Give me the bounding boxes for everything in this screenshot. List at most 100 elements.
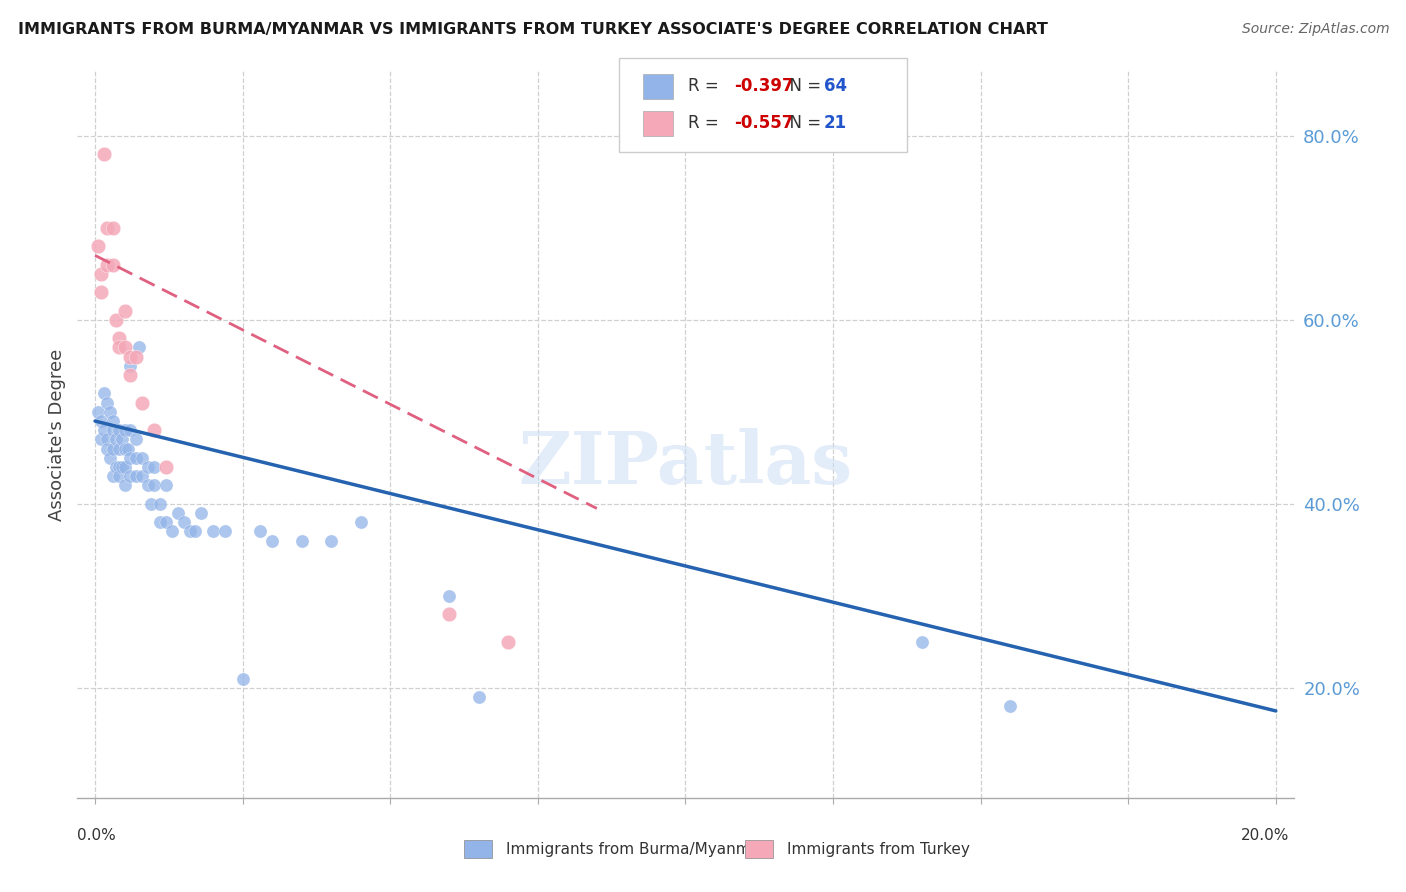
Point <box>120 350 142 364</box>
Point <box>114 478 136 492</box>
Point <box>120 450 142 465</box>
Point <box>155 460 177 475</box>
Text: -0.397: -0.397 <box>734 78 793 95</box>
Point <box>90 414 112 428</box>
Point <box>131 450 153 465</box>
Point <box>107 340 129 354</box>
Point <box>107 423 129 437</box>
Point <box>214 524 236 539</box>
Point <box>101 220 124 235</box>
Point <box>439 589 461 603</box>
Point <box>184 524 207 539</box>
Point <box>101 414 124 428</box>
Point <box>149 516 172 530</box>
Point <box>149 497 172 511</box>
Point <box>90 267 112 281</box>
Point <box>232 672 254 686</box>
Point <box>96 395 118 409</box>
Point <box>136 478 159 492</box>
Text: N =: N = <box>779 78 827 95</box>
Point <box>155 516 177 530</box>
Text: R =: R = <box>688 78 724 95</box>
Point <box>910 635 932 649</box>
Point <box>160 524 183 539</box>
Point <box>114 460 136 475</box>
Point <box>166 506 188 520</box>
Text: R =: R = <box>688 114 724 132</box>
Point <box>87 405 110 419</box>
Text: 21: 21 <box>824 114 846 132</box>
Y-axis label: Associate's Degree: Associate's Degree <box>48 349 66 521</box>
Point <box>468 690 491 705</box>
Text: -0.557: -0.557 <box>734 114 793 132</box>
Point <box>143 423 166 437</box>
Point <box>125 450 148 465</box>
Point <box>107 331 129 345</box>
Point <box>96 433 118 447</box>
Point <box>114 442 136 456</box>
Point <box>131 469 153 483</box>
Point <box>439 607 461 622</box>
Point <box>114 423 136 437</box>
Text: IMMIGRANTS FROM BURMA/MYANMAR VS IMMIGRANTS FROM TURKEY ASSOCIATE'S DEGREE CORRE: IMMIGRANTS FROM BURMA/MYANMAR VS IMMIGRA… <box>18 22 1047 37</box>
Point <box>107 460 129 475</box>
Point <box>321 533 343 548</box>
Point <box>96 220 118 235</box>
Point <box>179 524 201 539</box>
Text: Immigrants from Turkey: Immigrants from Turkey <box>787 842 970 856</box>
Point <box>101 258 124 272</box>
Point <box>93 423 115 437</box>
Point <box>93 386 115 401</box>
Text: 0.0%: 0.0% <box>77 828 117 843</box>
Text: N =: N = <box>779 114 827 132</box>
Point <box>120 359 142 373</box>
Point <box>125 469 148 483</box>
Point <box>90 433 112 447</box>
Point <box>96 442 118 456</box>
Point <box>350 516 373 530</box>
Point <box>93 147 115 161</box>
Point <box>143 460 166 475</box>
Point <box>155 478 177 492</box>
Point <box>101 442 124 456</box>
Point <box>120 469 142 483</box>
Text: 64: 64 <box>824 78 846 95</box>
Point <box>104 460 127 475</box>
Text: Immigrants from Burma/Myanmar: Immigrants from Burma/Myanmar <box>506 842 766 856</box>
Point <box>173 516 195 530</box>
Point <box>101 469 124 483</box>
Point <box>114 340 136 354</box>
Point <box>107 469 129 483</box>
Point <box>125 350 148 364</box>
Point <box>110 460 132 475</box>
Point <box>262 533 284 548</box>
Point <box>131 395 153 409</box>
Point <box>104 313 127 327</box>
Point <box>136 460 159 475</box>
Point <box>139 497 162 511</box>
Point <box>107 442 129 456</box>
Point <box>90 285 112 300</box>
Point <box>128 340 150 354</box>
Point <box>498 635 520 649</box>
Point <box>101 423 124 437</box>
Point <box>120 423 142 437</box>
Point <box>110 433 132 447</box>
Point <box>202 524 225 539</box>
Point <box>120 368 142 382</box>
Point <box>104 433 127 447</box>
Point <box>143 478 166 492</box>
Point <box>125 433 148 447</box>
Point <box>96 258 118 272</box>
Text: 20.0%: 20.0% <box>1241 828 1289 843</box>
Point <box>190 506 212 520</box>
Point <box>117 442 139 456</box>
Point <box>98 405 121 419</box>
Point <box>114 303 136 318</box>
Point <box>87 239 110 253</box>
Text: ZIPatlas: ZIPatlas <box>519 428 852 500</box>
Text: Source: ZipAtlas.com: Source: ZipAtlas.com <box>1241 22 1389 37</box>
Point <box>249 524 271 539</box>
Point <box>998 699 1021 714</box>
Point <box>98 450 121 465</box>
